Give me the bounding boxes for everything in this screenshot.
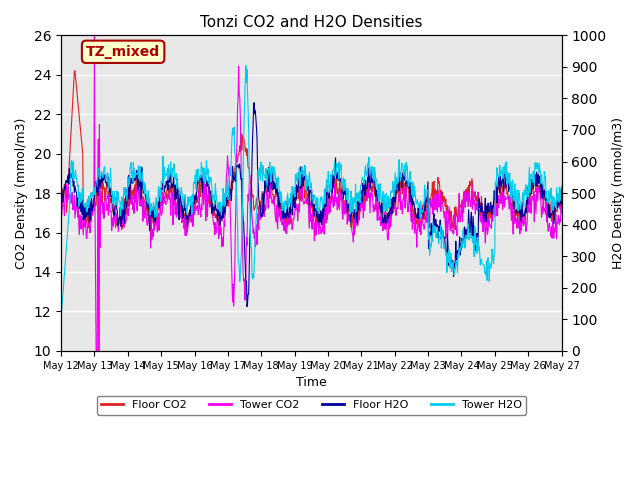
Line: Floor H2O: Floor H2O	[61, 103, 561, 307]
Y-axis label: CO2 Density (mmol/m3): CO2 Density (mmol/m3)	[15, 118, 28, 269]
Line: Tower H2O: Tower H2O	[61, 66, 561, 319]
Line: Tower CO2: Tower CO2	[61, 36, 561, 351]
Y-axis label: H2O Density (mmol/m3): H2O Density (mmol/m3)	[612, 117, 625, 269]
Text: TZ_mixed: TZ_mixed	[86, 45, 160, 59]
X-axis label: Time: Time	[296, 376, 326, 389]
Title: Tonzi CO2 and H2O Densities: Tonzi CO2 and H2O Densities	[200, 15, 422, 30]
Line: Floor CO2: Floor CO2	[61, 71, 561, 234]
Legend: Floor CO2, Tower CO2, Floor H2O, Tower H2O: Floor CO2, Tower CO2, Floor H2O, Tower H…	[97, 396, 526, 415]
